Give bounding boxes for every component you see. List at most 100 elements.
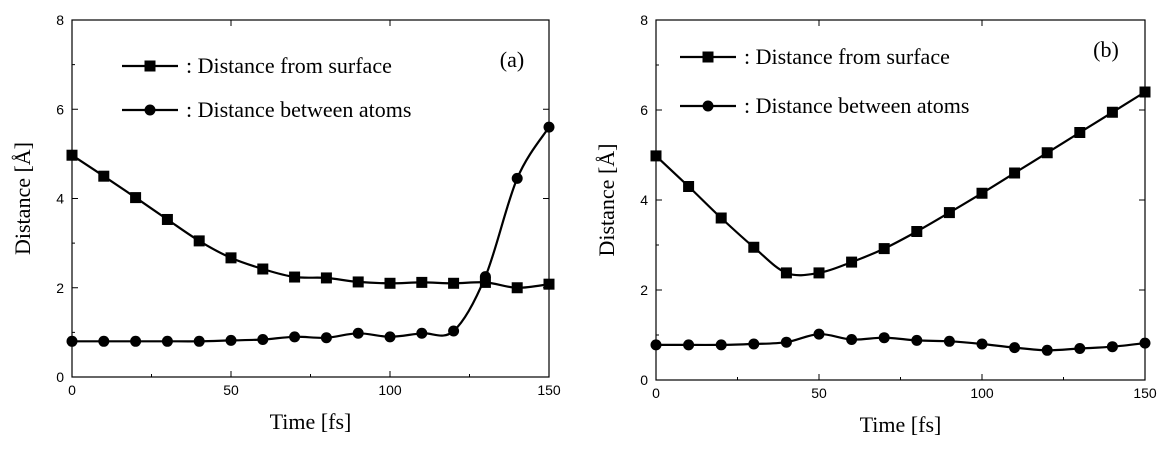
data-point-square xyxy=(748,241,760,253)
data-point-circle xyxy=(130,335,142,347)
y-tick-label: 0 xyxy=(640,372,648,388)
panel-label: (b) xyxy=(1093,37,1119,62)
data-point-square xyxy=(878,243,890,255)
series-line-circle xyxy=(72,126,550,343)
y-axis-title: Distance [Å] xyxy=(10,142,35,255)
data-point-square xyxy=(1139,86,1151,98)
x-tick-label: 100 xyxy=(970,385,994,401)
data-point-circle xyxy=(320,332,332,344)
data-point-circle xyxy=(813,328,825,340)
data-point-square xyxy=(543,278,555,290)
y-axis-title: Distance [Å] xyxy=(594,143,619,256)
data-point-circle xyxy=(416,327,428,339)
data-point-circle xyxy=(911,334,923,346)
data-point-square xyxy=(1106,106,1118,118)
data-point-circle xyxy=(650,339,662,351)
legend-marker-square xyxy=(702,51,714,63)
y-tick-label: 8 xyxy=(56,12,64,28)
data-point-circle xyxy=(1074,343,1086,354)
legend-label: : Distance from surface xyxy=(186,53,392,78)
data-point-square xyxy=(161,213,173,225)
data-point-circle xyxy=(384,331,396,343)
series-line-circle xyxy=(656,332,1146,352)
data-point-square xyxy=(66,149,78,161)
data-point-circle xyxy=(976,338,988,350)
legend-marker-circle xyxy=(144,104,156,116)
y-tick-label: 2 xyxy=(56,280,64,296)
y-tick-label: 4 xyxy=(56,191,64,207)
data-point-square xyxy=(1041,147,1053,159)
x-axis-title: Time [fs] xyxy=(860,412,942,437)
data-point-circle xyxy=(715,339,727,351)
y-tick-label: 8 xyxy=(640,12,648,28)
data-point-circle xyxy=(289,331,301,343)
data-point-circle xyxy=(543,121,555,133)
data-point-circle xyxy=(1041,344,1053,356)
legend-marker-circle xyxy=(702,100,714,112)
data-point-circle xyxy=(352,327,364,339)
data-point-circle xyxy=(257,334,269,346)
series-line-square xyxy=(655,91,1146,277)
data-point-circle xyxy=(225,334,237,346)
panel-label: (a) xyxy=(500,47,524,72)
chart-panel-b: 0 50 100 150 0 2 4 6 8 Time [fs] Distance [Å] : Dis… xyxy=(594,12,1157,437)
data-point-circle xyxy=(878,332,890,344)
data-point-square xyxy=(813,267,825,279)
data-point-circle xyxy=(479,271,491,283)
data-point-square xyxy=(976,187,988,199)
data-point-circle xyxy=(683,339,695,351)
y-tick-label: 6 xyxy=(56,101,64,117)
data-point-square xyxy=(257,263,269,275)
x-axis-title: Time [fs] xyxy=(270,409,352,434)
x-tick-label: 50 xyxy=(811,385,827,401)
data-point-circle xyxy=(193,335,205,347)
data-point-square xyxy=(683,181,695,192)
x-tick-label: 150 xyxy=(537,382,561,398)
data-point-square xyxy=(1074,127,1086,138)
data-point-circle xyxy=(66,335,78,347)
data-point-square xyxy=(98,170,110,182)
x-tick-label: 50 xyxy=(223,382,239,398)
data-point-square xyxy=(225,252,237,264)
legend-marker-square xyxy=(144,60,156,72)
legend-label: : Distance between atoms xyxy=(186,97,411,122)
y-tick-label: 4 xyxy=(640,192,648,208)
data-point-square xyxy=(416,276,428,288)
data-point-circle xyxy=(511,172,523,184)
data-point-circle xyxy=(161,335,173,347)
data-point-square xyxy=(448,277,460,289)
data-point-square xyxy=(650,150,662,162)
data-point-square xyxy=(320,272,332,284)
legend-label: : Distance between atoms xyxy=(744,93,969,118)
data-point-square xyxy=(846,256,858,268)
data-point-square xyxy=(384,277,396,289)
data-point-circle xyxy=(943,335,955,347)
data-point-circle xyxy=(748,338,760,350)
chart-panel-a: 0 50 100 150 0 2 4 6 8 Time [fs] Distance [Å] : Dis… xyxy=(10,12,561,434)
data-point-circle xyxy=(1009,342,1021,354)
data-point-square xyxy=(1009,167,1021,179)
data-point-square xyxy=(511,282,523,294)
data-point-square xyxy=(289,271,301,283)
x-tick-label: 0 xyxy=(652,385,660,401)
data-point-square xyxy=(352,276,364,288)
data-point-circle xyxy=(1106,341,1118,353)
data-point-square xyxy=(715,212,727,224)
data-point-square xyxy=(780,267,792,279)
data-point-circle xyxy=(780,336,792,348)
y-tick-label: 2 xyxy=(640,282,648,298)
x-tick-label: 150 xyxy=(1133,385,1157,401)
x-tick-label: 100 xyxy=(378,382,402,398)
y-tick-label: 6 xyxy=(640,102,648,118)
data-point-square xyxy=(130,192,142,204)
legend-label: : Distance from surface xyxy=(744,44,950,69)
y-tick-label: 0 xyxy=(56,369,64,385)
data-point-square xyxy=(943,207,955,219)
series-line-square xyxy=(71,154,550,289)
data-point-square xyxy=(479,276,491,288)
data-point-square xyxy=(193,235,205,247)
data-point-circle xyxy=(846,334,858,345)
plot-frame xyxy=(655,19,1146,381)
x-tick-label: 0 xyxy=(68,382,76,398)
